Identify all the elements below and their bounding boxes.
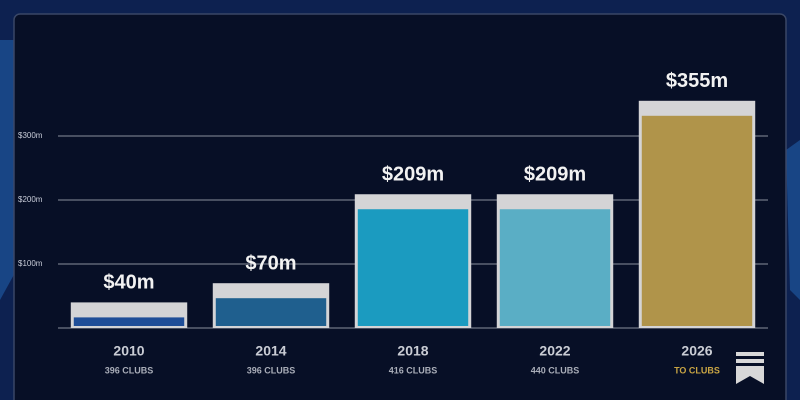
value-label: $70m [245, 252, 296, 274]
bar-fill [357, 209, 469, 326]
x-sublabel: 396 CLUBS [247, 365, 296, 375]
x-sublabel: 396 CLUBS [105, 365, 154, 375]
x-tick-label: 2018 [397, 343, 428, 359]
x-sublabel: TO CLUBS [674, 365, 720, 375]
y-tick-label: $100m [18, 259, 43, 268]
x-tick-label: 2026 [681, 343, 712, 359]
bar-fill [641, 115, 753, 326]
bar-fill [215, 298, 327, 326]
value-label: $209m [524, 164, 586, 186]
value-label: $355m [666, 70, 728, 92]
x-sublabel: 440 CLUBS [531, 365, 580, 375]
value-label: $209m [382, 164, 444, 186]
x-tick-label: 2022 [539, 343, 570, 359]
bar-fill [73, 317, 185, 326]
bar-fill [499, 209, 611, 326]
value-label: $40m [103, 272, 154, 294]
x-tick-label: 2010 [113, 343, 144, 359]
decoration [786, 140, 800, 300]
x-sublabel: 416 CLUBS [389, 365, 438, 375]
y-tick-label: $300m [18, 131, 43, 140]
y-tick-label: $200m [18, 195, 43, 204]
x-tick-label: 2014 [255, 343, 286, 359]
bookmark-icon [736, 352, 764, 384]
